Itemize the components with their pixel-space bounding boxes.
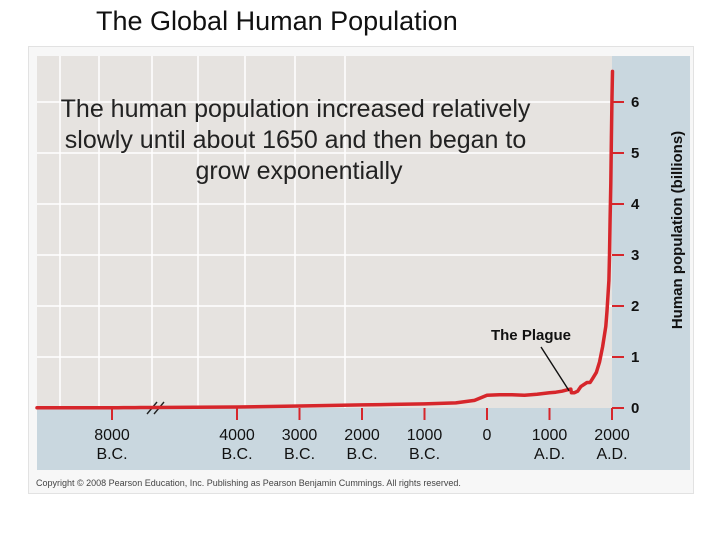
annotation-text: The human population increased relativel… bbox=[61, 95, 538, 185]
x-tick-label-line: 1000 bbox=[532, 427, 568, 444]
x-tick-label-line: B.C. bbox=[409, 446, 440, 463]
x-tick-label-line: 4000 bbox=[219, 427, 255, 444]
x-tick-label: 4000 B.C. bbox=[219, 427, 255, 463]
y-axis-ticks: 0 1 2 3 4 5 6 bbox=[612, 94, 640, 417]
x-tick-label: 1000 A.D. bbox=[532, 427, 568, 463]
annotation-line: slowly until about 1650 and then began t… bbox=[65, 126, 526, 154]
y-tick-label: 4 bbox=[631, 196, 640, 213]
x-tick-label-line: B.C. bbox=[221, 446, 252, 463]
x-tick-label: 1000 B.C. bbox=[407, 427, 443, 463]
copyright-notice: Copyright © 2008 Pearson Education, Inc.… bbox=[36, 478, 461, 488]
population-series-line bbox=[35, 69, 615, 410]
grid-lines bbox=[37, 56, 612, 408]
x-tick-label-line: 1000 bbox=[407, 427, 443, 444]
y-tick-label: 1 bbox=[631, 349, 639, 366]
x-tick-label-line: 3000 bbox=[282, 427, 318, 444]
x-tick-label: 8000 B.C. bbox=[94, 427, 130, 463]
x-tick-label-line: A.D. bbox=[534, 446, 565, 463]
y-tick-label: 0 bbox=[631, 400, 639, 417]
x-tick-label: 2000 A.D. bbox=[594, 427, 630, 463]
annotation-line: The human population increased relativel… bbox=[61, 95, 531, 123]
y-tick-label: 2 bbox=[631, 298, 639, 315]
x-tick-label-line: A.D. bbox=[596, 446, 627, 463]
x-tick-label-line: B.C. bbox=[284, 446, 315, 463]
plague-pointer-line bbox=[540, 346, 570, 392]
plague-label: The Plague bbox=[491, 327, 571, 344]
series-group bbox=[35, 69, 615, 410]
x-tick-label: 3000 B.C. bbox=[282, 427, 318, 463]
annotation-line: grow exponentially bbox=[195, 157, 403, 185]
x-tick-label-line: B.C. bbox=[346, 446, 377, 463]
plot-background bbox=[37, 56, 612, 408]
x-tick-label-line: 8000 bbox=[94, 427, 130, 444]
x-tick-label-line: 2000 bbox=[344, 427, 380, 444]
x-tick-label: 2000 B.C. bbox=[344, 427, 380, 463]
x-tick-label: 0 bbox=[483, 427, 492, 444]
right-axis-band bbox=[612, 56, 690, 470]
x-axis-band bbox=[37, 408, 612, 470]
y-tick-label: 5 bbox=[631, 145, 639, 162]
y-axis-title: Human population (billions) bbox=[669, 131, 686, 329]
y-tick-label: 6 bbox=[631, 94, 639, 111]
x-tick-label-line: 2000 bbox=[594, 427, 630, 444]
x-tick-label-line: 0 bbox=[483, 427, 492, 444]
y-tick-label: 3 bbox=[631, 247, 639, 264]
slide-title: The Global Human Population bbox=[96, 6, 458, 36]
x-tick-label-line: B.C. bbox=[96, 446, 127, 463]
x-axis-ticks: 8000 B.C. 4000 B.C. 3000 B.C. 2000 B.C. 1000 B.C.… bbox=[94, 401, 630, 463]
